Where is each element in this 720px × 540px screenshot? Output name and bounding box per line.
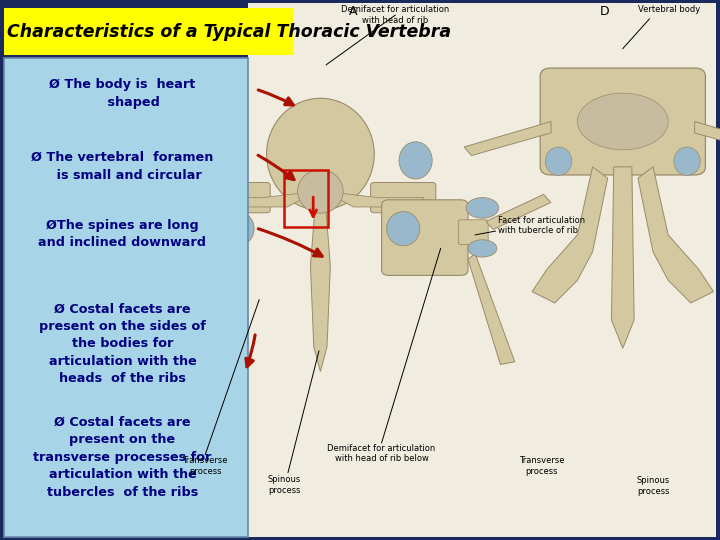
Text: ØThe spines are long
and inclined downward: ØThe spines are long and inclined downwa… xyxy=(38,219,207,249)
FancyBboxPatch shape xyxy=(459,220,488,245)
Ellipse shape xyxy=(577,93,668,150)
Polygon shape xyxy=(310,192,330,372)
Polygon shape xyxy=(611,167,634,348)
Text: Characteristics of a Typical Thoracic Vertebra: Characteristics of a Typical Thoracic Ve… xyxy=(7,23,451,41)
Text: Ø The vertebral  foramen
   is small and circular: Ø The vertebral foramen is small and cir… xyxy=(31,151,214,181)
FancyBboxPatch shape xyxy=(4,58,248,537)
Text: Ø Costal facets are
present on the
transverse processes for
articulation with th: Ø Costal facets are present on the trans… xyxy=(33,416,212,499)
FancyBboxPatch shape xyxy=(382,200,468,275)
FancyBboxPatch shape xyxy=(540,68,706,175)
Text: Demifacet for articulation
with head of rib: Demifacet for articulation with head of … xyxy=(341,5,449,25)
Polygon shape xyxy=(325,192,424,207)
Text: Ø The body is  heart
     shaped: Ø The body is heart shaped xyxy=(49,78,196,109)
Polygon shape xyxy=(486,194,551,230)
FancyBboxPatch shape xyxy=(371,183,436,213)
Polygon shape xyxy=(468,254,515,364)
Text: Ø Costal facets are
present on the sides of
the bodies for
articulation with the: Ø Costal facets are present on the sides… xyxy=(39,302,206,386)
Text: Transverse
process: Transverse process xyxy=(518,456,564,476)
Text: Facet for articulation
with tubercle of rib: Facet for articulation with tubercle of … xyxy=(498,216,585,235)
Polygon shape xyxy=(695,122,720,156)
Text: A: A xyxy=(348,5,357,18)
Ellipse shape xyxy=(221,212,254,246)
Ellipse shape xyxy=(545,147,572,176)
FancyBboxPatch shape xyxy=(205,183,270,213)
Text: Transverse
process: Transverse process xyxy=(182,456,228,476)
Text: Spinous
process: Spinous process xyxy=(268,475,301,495)
Ellipse shape xyxy=(297,170,343,213)
Text: Vertebral body: Vertebral body xyxy=(639,5,701,15)
Ellipse shape xyxy=(467,198,498,218)
Ellipse shape xyxy=(387,212,420,246)
Ellipse shape xyxy=(209,141,242,179)
Ellipse shape xyxy=(266,98,374,210)
Polygon shape xyxy=(464,122,551,156)
Ellipse shape xyxy=(674,147,701,176)
FancyBboxPatch shape xyxy=(248,3,716,537)
Polygon shape xyxy=(638,167,714,303)
FancyBboxPatch shape xyxy=(4,8,293,55)
Ellipse shape xyxy=(399,141,432,179)
Text: Demifacet for articulation
with head of rib below: Demifacet for articulation with head of … xyxy=(328,444,436,463)
Text: Spinous
process: Spinous process xyxy=(636,476,670,496)
Polygon shape xyxy=(532,167,608,303)
Ellipse shape xyxy=(468,240,497,257)
Polygon shape xyxy=(217,192,316,207)
Text: D: D xyxy=(600,5,610,18)
